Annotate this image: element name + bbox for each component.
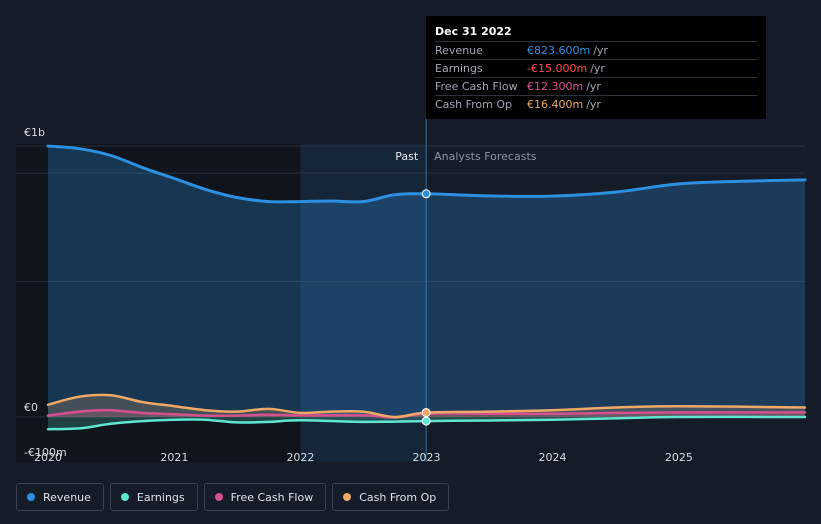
tooltip-label: Cash From Op (435, 98, 513, 111)
tooltip-unit: /yr (586, 80, 601, 93)
tooltip-unit: /yr (590, 62, 605, 75)
tooltip-unit: /yr (586, 98, 601, 111)
legend-item-earnings[interactable]: Earnings (109, 483, 198, 511)
legend-item-cash-from-op[interactable]: Cash From Op (332, 483, 450, 511)
series-area-revenue (48, 146, 805, 417)
x-tick-label: 2023 (413, 451, 441, 464)
tooltip-value: €823.600m (527, 44, 591, 57)
legend-dot-icon (27, 493, 35, 501)
x-tick-label: 2021 (160, 451, 188, 464)
tooltip-date: Dec 31 2022 (435, 25, 512, 38)
legend: Revenue Earnings Free Cash Flow Cash Fro… (16, 483, 450, 511)
legend-item-free-cash-flow[interactable]: Free Cash Flow (203, 483, 327, 511)
series-line-earnings (46, 415, 807, 431)
tooltip-row-cash-from-op: Cash From Op €16.400m /yr (435, 95, 757, 113)
legend-label: Free Cash Flow (230, 490, 314, 504)
series-line-cash-from-op (46, 393, 807, 419)
tooltip-value: -€15.000m (527, 62, 588, 75)
tooltip-label: Earnings (435, 62, 483, 75)
tooltip-row-earnings: Earnings -€15.000m /yr (435, 59, 757, 77)
tooltip-unit: /yr (593, 44, 608, 57)
series-marker-cash-from-op (421, 408, 431, 418)
tooltip-label: Revenue (435, 44, 483, 57)
tooltip-row-revenue: Revenue €823.600m /yr (435, 41, 757, 59)
series-marker-earnings (421, 416, 431, 426)
legend-label: Earnings (136, 490, 185, 504)
legend-dot-icon (120, 493, 129, 501)
legend-dot-icon (343, 493, 352, 501)
y-tick-label: €0 (24, 401, 38, 414)
legend-item-revenue[interactable]: Revenue (16, 483, 104, 511)
x-tick-label: 2022 (286, 451, 314, 464)
x-tick-label: 2020 (34, 451, 62, 464)
series-area-cash-from-op (48, 394, 805, 418)
tooltip: Dec 31 2022 Revenue €823.600m /yr Earnin… (426, 16, 766, 119)
series-line-revenue (46, 144, 807, 204)
series-area-earnings (48, 416, 805, 430)
tooltip-label: Free Cash Flow (435, 80, 518, 93)
series-line-free-cash-flow (46, 408, 807, 419)
highlight-band (300, 144, 427, 463)
legend-label: Revenue (43, 490, 91, 504)
tooltip-row-free-cash-flow: Free Cash Flow €12.300m /yr (435, 77, 757, 95)
y-tick-label: -€100m (24, 446, 67, 459)
past-label: Past (395, 150, 419, 163)
tooltip-value: €12.300m (527, 80, 584, 93)
forecast-label: Analysts Forecasts (434, 150, 537, 163)
x-tick-label: 2025 (665, 451, 693, 464)
legend-dot-icon (214, 493, 223, 501)
y-tick-label: €1b (24, 126, 45, 139)
legend-label: Cash From Op (359, 490, 437, 504)
series-marker-revenue (421, 189, 431, 199)
x-tick-label: 2024 (539, 451, 567, 464)
tooltip-value: €16.400m (527, 98, 584, 111)
